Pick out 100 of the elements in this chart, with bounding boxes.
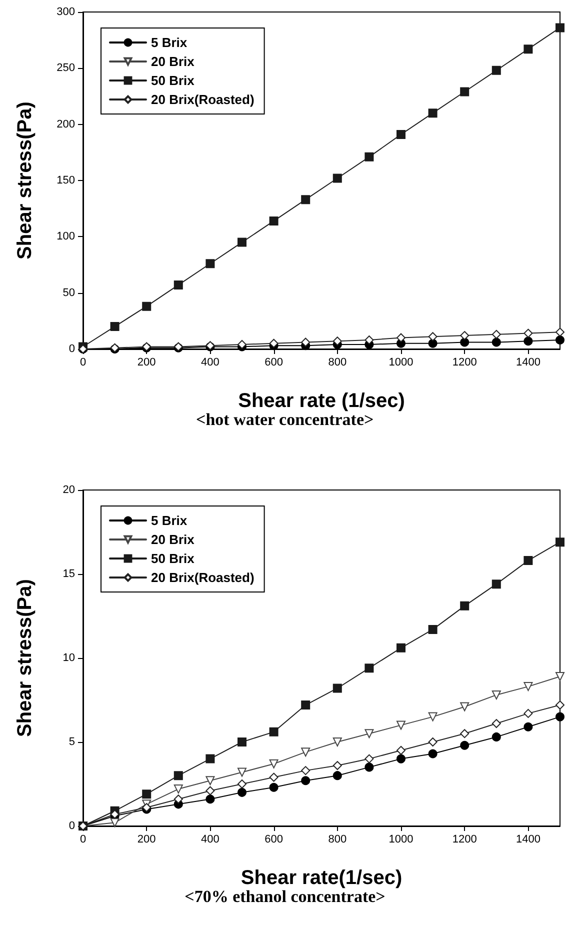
legend-label: 20 Brix(Roasted) xyxy=(151,570,254,585)
point xyxy=(556,712,564,722)
point xyxy=(301,748,310,757)
point xyxy=(301,700,310,710)
point xyxy=(364,664,374,673)
legend-label: 20 Brix xyxy=(151,54,196,69)
point xyxy=(492,66,501,75)
point xyxy=(524,556,533,566)
point xyxy=(428,108,438,118)
point xyxy=(364,762,374,772)
x-axis-title: Shear rate(1/sec) xyxy=(240,867,402,889)
point xyxy=(301,338,310,347)
point xyxy=(364,754,374,764)
y-tick-label: 150 xyxy=(56,174,75,186)
point xyxy=(492,580,501,589)
point xyxy=(364,336,374,345)
y-tick-label: 50 xyxy=(62,286,75,299)
x-tick-label: 800 xyxy=(328,356,347,368)
point xyxy=(428,332,438,342)
point xyxy=(460,740,470,750)
point xyxy=(460,601,470,610)
point xyxy=(524,328,533,338)
point xyxy=(332,684,342,693)
point xyxy=(556,336,564,345)
point xyxy=(556,328,564,337)
point xyxy=(396,643,406,652)
point xyxy=(174,794,183,804)
point xyxy=(110,818,120,828)
legend-label: 50 Brix xyxy=(151,551,196,566)
x-tick-label: 200 xyxy=(137,834,156,846)
point xyxy=(460,729,470,738)
x-tick-label: 600 xyxy=(264,834,283,846)
x-tick-label: 600 xyxy=(264,356,283,368)
point xyxy=(556,538,564,547)
y-axis-title: Shear stress(Pa) xyxy=(14,579,36,737)
point xyxy=(269,759,278,768)
point xyxy=(524,682,533,692)
point xyxy=(238,788,246,797)
point xyxy=(396,130,406,139)
y-tick-label: 250 xyxy=(56,62,75,74)
point xyxy=(492,330,501,339)
point xyxy=(556,672,564,681)
point xyxy=(206,754,215,764)
point xyxy=(428,624,438,634)
y-tick-label: 0 xyxy=(68,820,75,832)
text: <hot water concentrate> xyxy=(196,410,374,429)
point xyxy=(269,772,278,782)
x-tick-label: 400 xyxy=(201,356,220,368)
point xyxy=(332,336,342,346)
x-tick-label: 1000 xyxy=(388,834,414,846)
x-tick-label: 1400 xyxy=(516,834,540,846)
point xyxy=(301,776,310,786)
point xyxy=(142,302,152,311)
point xyxy=(332,174,342,183)
point xyxy=(174,771,183,780)
point xyxy=(556,23,564,32)
point xyxy=(364,729,374,738)
x-tick-label: 0 xyxy=(80,356,86,368)
point xyxy=(428,749,438,758)
y-tick-label: 5 xyxy=(68,736,75,748)
point xyxy=(524,722,533,732)
point xyxy=(332,761,342,770)
point xyxy=(460,338,470,347)
point xyxy=(460,331,470,340)
x-tick-label: 1000 xyxy=(388,356,414,368)
x-tick-label: 400 xyxy=(201,834,220,846)
point xyxy=(460,87,470,96)
point xyxy=(428,738,438,746)
legend-label: 5 Brix xyxy=(151,513,188,528)
point xyxy=(301,195,310,204)
point xyxy=(174,784,183,794)
point xyxy=(556,700,564,710)
point xyxy=(142,790,152,799)
point xyxy=(332,771,342,780)
x-tick-label: 800 xyxy=(328,834,347,846)
y-tick-label: 20 xyxy=(62,484,75,496)
point xyxy=(238,238,246,247)
point xyxy=(110,322,120,332)
point xyxy=(396,754,406,764)
point xyxy=(238,768,246,777)
point xyxy=(332,738,342,746)
point xyxy=(269,782,278,792)
point xyxy=(206,794,215,804)
point xyxy=(301,766,310,776)
y-axis-title: Shear stress(Pa) xyxy=(14,102,36,260)
y-tick-label: 200 xyxy=(56,118,75,130)
point xyxy=(174,280,183,290)
point xyxy=(396,333,406,342)
x-axis-title: Shear rate (1/sec) xyxy=(238,390,405,412)
text: <70% ethanol concentrate> xyxy=(184,887,386,906)
legend-label: 20 Brix(Roasted) xyxy=(151,92,254,107)
y-tick-label: 15 xyxy=(62,568,75,580)
point xyxy=(238,780,246,788)
legend-label: 5 Brix xyxy=(151,35,188,50)
legend-label: 20 Brix xyxy=(151,532,196,547)
y-tick-label: 100 xyxy=(56,230,75,243)
point xyxy=(364,152,374,162)
point xyxy=(269,338,278,348)
point xyxy=(460,702,470,712)
point xyxy=(206,259,215,268)
